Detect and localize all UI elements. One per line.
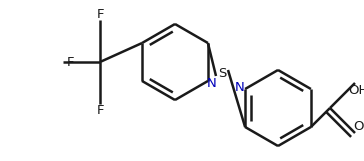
Text: S: S: [218, 66, 226, 80]
Text: F: F: [96, 8, 104, 20]
Text: F: F: [96, 104, 104, 117]
Text: N: N: [235, 80, 245, 94]
Text: O: O: [353, 119, 363, 133]
Text: F: F: [67, 56, 75, 68]
Text: OH: OH: [348, 84, 364, 96]
Text: N: N: [207, 76, 217, 90]
